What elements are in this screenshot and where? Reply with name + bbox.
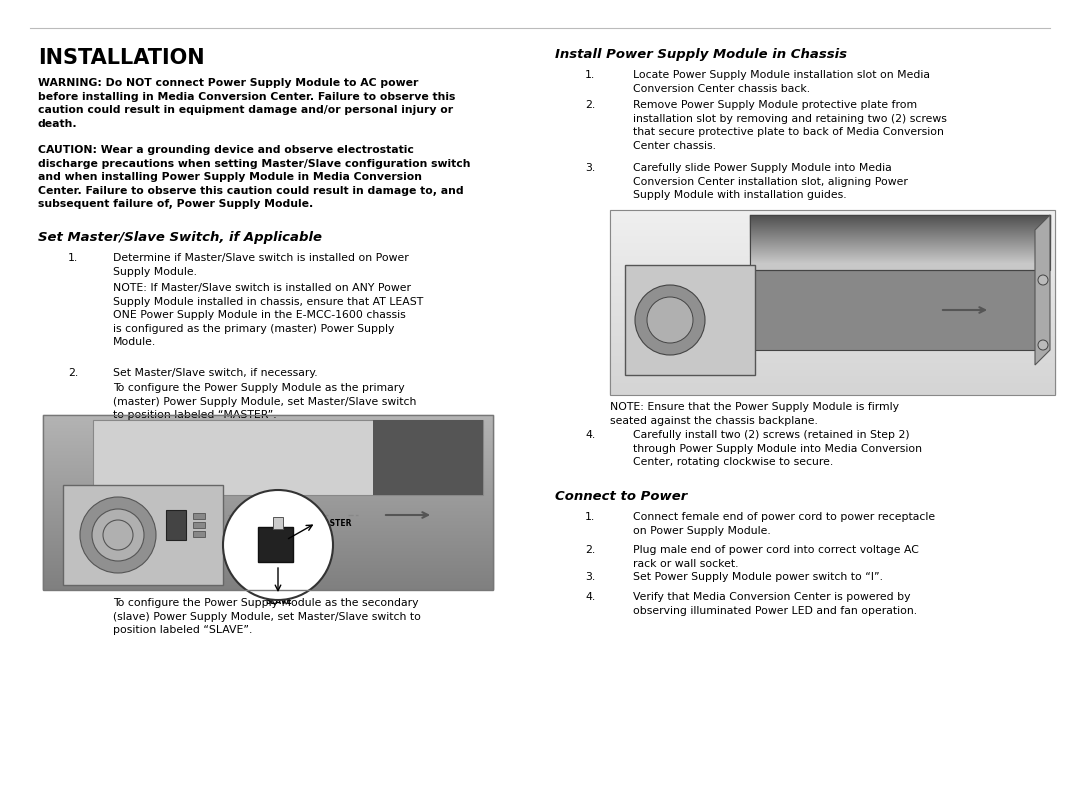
Bar — [43, 415, 492, 590]
Text: NOTE: Ensure that the Power Supply Module is firmly
seated against the chassis b: NOTE: Ensure that the Power Supply Modul… — [610, 402, 899, 425]
Bar — [193, 531, 205, 537]
Bar — [63, 485, 222, 585]
Text: MASTER: MASTER — [316, 519, 351, 528]
Text: To configure the Power Supply Module as the primary
(master) Power Supply Module: To configure the Power Supply Module as … — [113, 383, 417, 420]
Bar — [258, 527, 293, 562]
Text: CAUTION: Wear a grounding device and observe electrostatic
discharge precautions: CAUTION: Wear a grounding device and obs… — [38, 145, 471, 210]
Bar — [625, 265, 755, 375]
Circle shape — [635, 285, 705, 355]
Text: Set Master/Slave switch, if necessary.: Set Master/Slave switch, if necessary. — [113, 368, 318, 378]
Text: To configure the Power Supply Module as the secondary
(slave) Power Supply Modul: To configure the Power Supply Module as … — [113, 598, 421, 635]
Polygon shape — [373, 420, 483, 495]
Bar — [710, 270, 1040, 350]
Text: Carefully slide Power Supply Module into Media
Conversion Center installation sl: Carefully slide Power Supply Module into… — [633, 163, 908, 200]
Text: NOTE: If Master/Slave switch is installed on ANY Power
Supply Module installed i: NOTE: If Master/Slave switch is installe… — [113, 283, 423, 348]
Bar — [610, 210, 1055, 395]
Text: Locate Power Supply Module installation slot on Media
Conversion Center chassis : Locate Power Supply Module installation … — [633, 70, 930, 93]
Circle shape — [103, 520, 133, 550]
Circle shape — [80, 497, 156, 573]
Polygon shape — [93, 420, 483, 495]
Bar — [193, 522, 205, 528]
Text: 3.: 3. — [585, 572, 595, 582]
Text: 2.: 2. — [585, 100, 595, 110]
Text: Set Master/Slave Switch, if Applicable: Set Master/Slave Switch, if Applicable — [38, 231, 322, 244]
Circle shape — [647, 297, 693, 343]
Bar — [273, 517, 283, 529]
Text: Carefully install two (2) screws (retained in Step 2)
through Power Supply Modul: Carefully install two (2) screws (retain… — [633, 430, 922, 467]
Text: Verify that Media Conversion Center is powered by
observing illuminated Power LE: Verify that Media Conversion Center is p… — [633, 592, 917, 615]
Text: INSTALLATION: INSTALLATION — [38, 48, 204, 68]
Circle shape — [92, 509, 144, 561]
Text: 1.: 1. — [68, 253, 78, 263]
Text: 2.: 2. — [585, 545, 595, 555]
Text: Plug male end of power cord into correct voltage AC
rack or wall socket.: Plug male end of power cord into correct… — [633, 545, 919, 568]
Text: Set Power Supply Module power switch to “I”.: Set Power Supply Module power switch to … — [633, 572, 883, 582]
Circle shape — [222, 490, 333, 600]
Text: 4.: 4. — [585, 592, 595, 602]
Circle shape — [1038, 340, 1048, 350]
Bar — [166, 510, 186, 540]
Text: 1.: 1. — [585, 512, 595, 522]
Text: Determine if Master/Slave switch is installed on Power
Supply Module.: Determine if Master/Slave switch is inst… — [113, 253, 408, 276]
Bar — [193, 513, 205, 519]
Text: Remove Power Supply Module protective plate from
installation slot by removing a: Remove Power Supply Module protective pl… — [633, 100, 947, 151]
Circle shape — [1038, 275, 1048, 285]
Text: Connect to Power: Connect to Power — [555, 490, 687, 503]
Text: 3.: 3. — [585, 163, 595, 173]
Text: WARNING: Do NOT connect Power Supply Module to AC power
before installing in Med: WARNING: Do NOT connect Power Supply Mod… — [38, 78, 456, 129]
Text: 1.: 1. — [585, 70, 595, 80]
Text: 4.: 4. — [585, 430, 595, 440]
Text: 2.: 2. — [68, 368, 78, 378]
Text: SLAVE: SLAVE — [266, 597, 293, 606]
Polygon shape — [1035, 215, 1050, 365]
Text: Connect female end of power cord to power receptacle
on Power Supply Module.: Connect female end of power cord to powe… — [633, 512, 935, 535]
Text: Install Power Supply Module in Chassis: Install Power Supply Module in Chassis — [555, 48, 847, 61]
